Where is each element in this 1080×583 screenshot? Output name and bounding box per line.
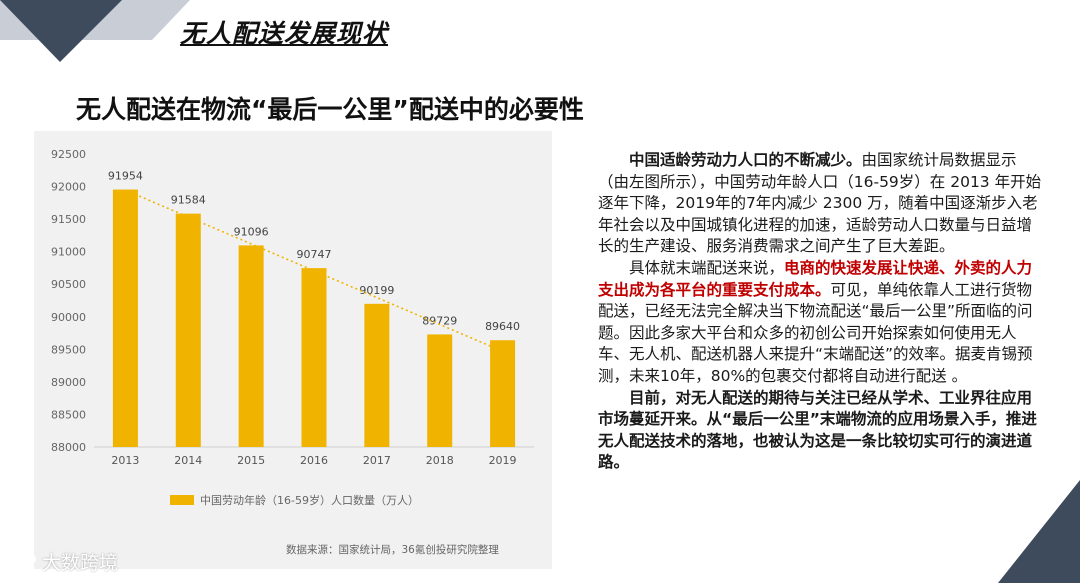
y-tick-label: 90000 [51, 311, 86, 324]
bar [175, 213, 201, 447]
watermark: 大数跨境 [8, 548, 118, 575]
y-tick-label: 90500 [51, 278, 86, 291]
watermark-logo-icon [8, 550, 38, 573]
bar [490, 340, 516, 447]
slide-subtitle: 无人配送在物流“最后一公里”配送中的必要性 [76, 95, 584, 124]
corner-decoration-top-left [0, 0, 190, 62]
trend-line [125, 189, 503, 353]
watermark-text: 大数跨境 [42, 552, 119, 574]
y-tick-label: 89000 [51, 376, 86, 389]
paragraph-2-body: 可见，单纯依靠人工进行货物配送，已经无法完全解决当下物流配送“最后一公里”所面临… [598, 280, 1033, 385]
bar [301, 268, 327, 447]
population-bar-chart: 88000 88500 89000 89500 90000 90500 91000 91500… [51, 148, 534, 467]
y-tick-label: 92500 [51, 148, 86, 161]
y-tick-label: 92000 [51, 181, 86, 194]
paragraph-1-lead: 中国适龄劳动力人口的不断减少。 [629, 151, 862, 169]
bar [364, 303, 390, 447]
legend-swatch [170, 495, 194, 505]
legend-label: 中国劳动年龄（16-59岁）人口数量（万人） [200, 494, 419, 507]
bar-value-label: 90199 [359, 284, 394, 297]
bar-value-label: 91954 [108, 170, 143, 183]
paragraph-last-mile: 具体就末端配送来说，电商的快速发展让快递、外卖的人力支出成为各平台的重要支付成本… [598, 258, 1046, 388]
y-tick-label: 89500 [51, 343, 86, 356]
corner-decoration-bottom-right [998, 480, 1080, 583]
x-tick-label: 2016 [300, 454, 328, 467]
paragraph-2-lead: 具体就末端配送来说， [629, 258, 785, 277]
x-tick-label: 2015 [237, 454, 265, 467]
bar [238, 245, 264, 447]
slide-title: 无人配送发展现状 [180, 19, 389, 48]
bar [112, 189, 138, 447]
y-tick-label: 88000 [51, 441, 86, 454]
bar-value-label: 89640 [485, 320, 520, 333]
bar-value-label: 91096 [234, 225, 269, 238]
data-source-note: 数据来源：国家统计局，36氪创投研究院整理 [286, 544, 499, 556]
x-tick-label: 2017 [363, 454, 391, 467]
bar-value-label: 91584 [171, 194, 206, 207]
paragraph-labor-decline: 中国适龄劳动力人口的不断减少。由国家统计局数据显示（由左图所示），中国劳动年龄人… [598, 150, 1046, 258]
y-tick-label: 91500 [51, 213, 86, 226]
paragraph-2-highlight: 电商的快速发展让快递、外卖的人力支出成为各平台的重要支付成本。 [598, 258, 1033, 299]
bar-value-label: 89729 [422, 314, 457, 327]
x-tick-label: 2018 [426, 454, 454, 467]
x-tick-label: 2014 [174, 454, 202, 467]
chart-legend: 中国劳动年龄（16-59岁）人口数量（万人） [170, 492, 419, 508]
x-tick-label: 2013 [111, 454, 139, 467]
chart-panel: 88000 88500 89000 89500 90000 90500 91000 91500… [34, 131, 552, 569]
paragraph-outlook: 目前，对无人配送的期待与关注已经从学术、工业界往应用市场蔓延开来。从“最后一公里… [598, 388, 1037, 472]
y-tick-label: 91000 [51, 246, 86, 259]
body-text: 中国适龄劳动力人口的不断减少。由国家统计局数据显示（由左图所示），中国劳动年龄人… [598, 150, 1046, 474]
y-tick-label: 88500 [51, 408, 86, 421]
paragraph-1-body: 由国家统计局数据显示（由左图所示），中国劳动年龄人口（16-59岁）在 2013… [598, 151, 1042, 256]
bar [427, 334, 453, 447]
x-tick-label: 2019 [489, 454, 517, 467]
bar-value-label: 90747 [297, 248, 332, 261]
